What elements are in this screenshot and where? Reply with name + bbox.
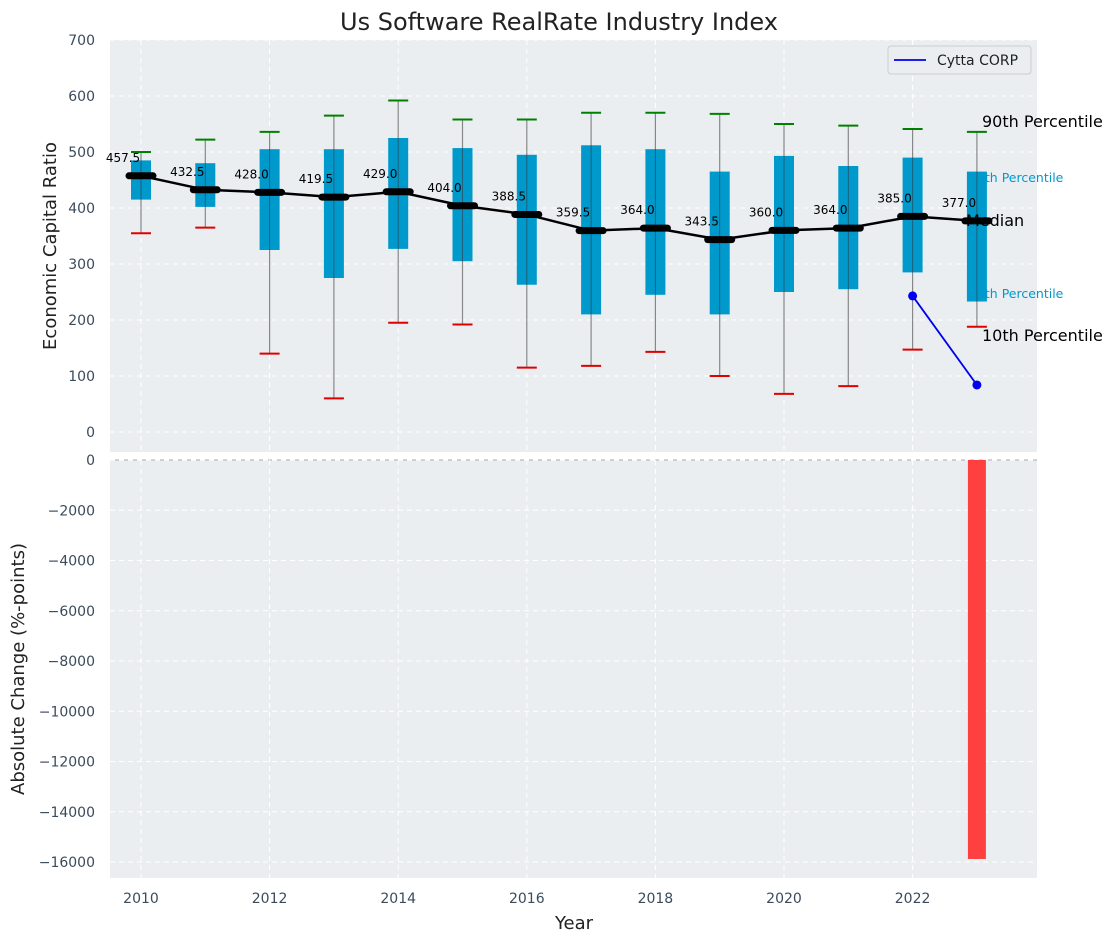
median-value-label: 419.5 bbox=[299, 172, 333, 186]
bottom-panel: 0 −2000 −4000 −6000 −8000 −10000 −12000 −14000 −… bbox=[8, 453, 1037, 934]
company-line bbox=[911, 295, 978, 386]
annotation-median: Median bbox=[966, 211, 1024, 230]
top-y-tick-label: 200 bbox=[68, 313, 95, 329]
median-value-label: 388.5 bbox=[492, 189, 526, 203]
median-value-label: 364.0 bbox=[620, 203, 654, 217]
median-value-label: 457.5 bbox=[106, 151, 140, 165]
bottom-y-axis-label: Absolute Change (%-points) bbox=[8, 543, 29, 795]
bottom-y-ticks: 0 −2000 −4000 −6000 −8000 −10000 −12000 −14000 −… bbox=[39, 453, 95, 871]
top-y-tick-label: 600 bbox=[68, 89, 95, 105]
bars bbox=[967, 460, 986, 859]
median-value-label: 429.0 bbox=[363, 167, 397, 181]
annotation-10th: 10th Percentile bbox=[982, 326, 1103, 345]
median-value-label: 364.0 bbox=[813, 203, 847, 217]
change-bar bbox=[967, 460, 986, 859]
annotation-25th: 25th Percentile bbox=[969, 286, 1064, 301]
median-value-label: 428.0 bbox=[234, 167, 268, 181]
bottom-y-tick-label: −6000 bbox=[48, 604, 95, 620]
x-tick-label: 2020 bbox=[766, 891, 802, 907]
median-value-label: 404.0 bbox=[427, 181, 461, 195]
median-value-label: 432.5 bbox=[170, 165, 204, 179]
top-plot-background bbox=[110, 40, 1037, 452]
median-trend bbox=[140, 174, 977, 241]
annotation-90th: 90th Percentile bbox=[982, 112, 1103, 131]
company-point bbox=[972, 380, 982, 390]
x-tick-label: 2014 bbox=[380, 891, 416, 907]
x-tick-label: 2010 bbox=[123, 891, 159, 907]
median-value-label: 377.0 bbox=[942, 196, 976, 210]
x-tick-label: 2018 bbox=[638, 891, 674, 907]
top-y-axis-label: Economic Capital Ratio bbox=[40, 142, 61, 350]
bottom-y-tick-label: −4000 bbox=[48, 554, 95, 570]
top-y-tick-label: 400 bbox=[68, 201, 95, 217]
median-trend-line bbox=[140, 174, 977, 241]
legend: Cytta CORP bbox=[887, 45, 1032, 75]
chart-title: Us Software RealRate Industry Index bbox=[340, 8, 778, 36]
x-tick-label: 2022 bbox=[895, 891, 931, 907]
legend-company-label: Cytta CORP bbox=[937, 53, 1018, 69]
bottom-y-tick-label: −10000 bbox=[39, 704, 95, 720]
top-y-tick-label: 300 bbox=[68, 257, 95, 273]
x-tick-label: 2012 bbox=[252, 891, 288, 907]
bottom-y-tick-label: −16000 bbox=[39, 855, 95, 871]
top-y-ticks: 0 100 200 300 400 500 600 700 bbox=[68, 33, 95, 441]
top-y-tick-label: 500 bbox=[68, 145, 95, 161]
top-y-tick-label: 700 bbox=[68, 33, 95, 49]
x-axis-label: Year bbox=[554, 913, 594, 934]
bottom-y-tick-label: 0 bbox=[86, 453, 95, 469]
x-tick-label: 2016 bbox=[509, 891, 545, 907]
top-panel: 0 100 200 300 400 500 600 700 457.5 432.5 428.0 41… bbox=[40, 33, 1103, 452]
bottom-y-tick-label: −8000 bbox=[48, 654, 95, 670]
median-value-label: 360.0 bbox=[749, 205, 783, 219]
company-point bbox=[908, 291, 918, 301]
bottom-y-tick-label: −12000 bbox=[39, 755, 95, 771]
bottom-y-tick-label: −14000 bbox=[39, 805, 95, 821]
annotation-75th: 75th Percentile bbox=[969, 170, 1064, 185]
median-value-label: 385.0 bbox=[877, 191, 911, 205]
top-y-tick-label: 0 bbox=[86, 425, 95, 441]
bottom-y-tick-label: −2000 bbox=[48, 503, 95, 519]
bottom-grid bbox=[110, 459, 1037, 878]
percentile-annotations: 90th Percentile 75th Percentile Median 2… bbox=[966, 112, 1103, 345]
median-value-label: 359.5 bbox=[556, 206, 590, 220]
x-ticks: 2010 2012 2014 2016 2018 2020 2022 bbox=[123, 891, 930, 907]
legend-box bbox=[887, 45, 1032, 75]
median-value-label: 343.5 bbox=[685, 215, 719, 229]
bottom-plot-background bbox=[110, 460, 1037, 878]
top-y-tick-label: 100 bbox=[68, 369, 95, 385]
top-grid bbox=[110, 39, 1037, 452]
company-series bbox=[908, 291, 982, 390]
